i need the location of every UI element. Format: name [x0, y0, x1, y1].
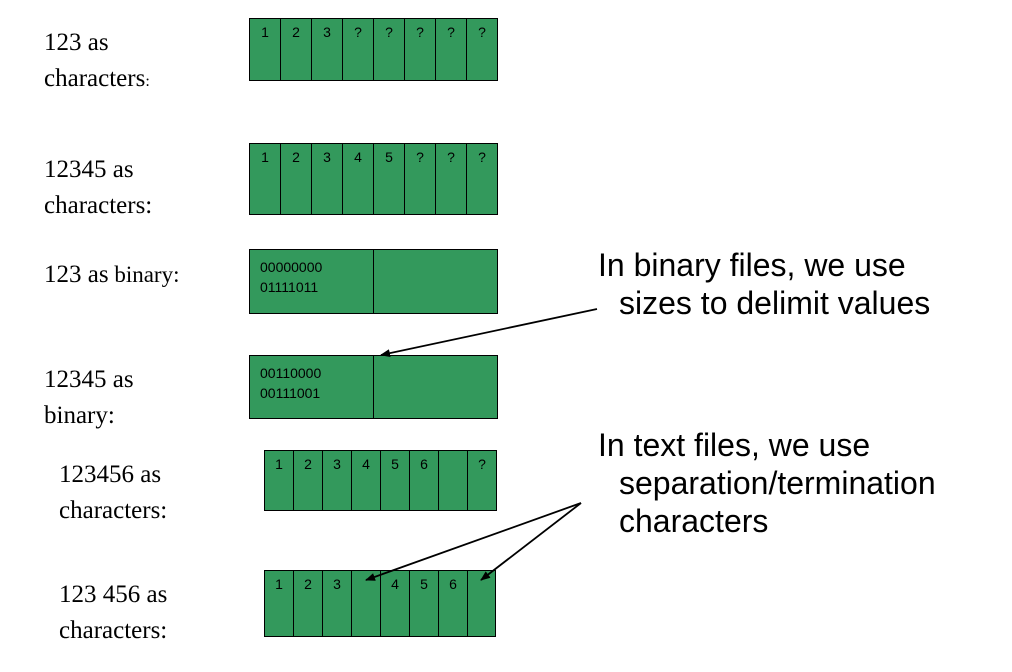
- binary-arrow: [381, 309, 597, 355]
- separator-arrow: [366, 503, 581, 580]
- terminator-arrow: [481, 503, 581, 580]
